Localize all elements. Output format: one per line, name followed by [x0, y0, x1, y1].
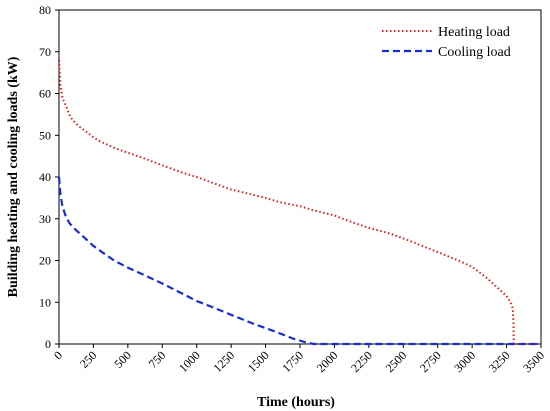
x-axis-title: Time (hours) — [257, 395, 335, 410]
y-tick-label: 80 — [39, 3, 51, 17]
series-line-heating — [58, 60, 541, 345]
y-tick-label: 20 — [39, 254, 51, 268]
y-tick-label: 40 — [39, 170, 51, 184]
y-tick-label: 70 — [39, 45, 51, 59]
y-tick-label: 30 — [39, 212, 51, 226]
y-tick-label: 10 — [39, 295, 51, 309]
y-tick-label: 60 — [39, 87, 51, 101]
y-tick-label: 50 — [39, 128, 51, 142]
series-line-cooling — [57, 176, 541, 346]
legend-label-cooling: Cooling load — [438, 45, 511, 60]
y-axis-title: Building heating and cooling loads (kW) — [6, 56, 21, 297]
y-tick-label: 0 — [45, 337, 51, 351]
legend-label-heating: Heating load — [438, 25, 510, 40]
y-axis-ticks: 0 10 20 30 40 50 60 70 80 — [39, 3, 59, 351]
series-layer — [57, 60, 541, 346]
legend: Heating load Cooling load — [382, 25, 511, 60]
